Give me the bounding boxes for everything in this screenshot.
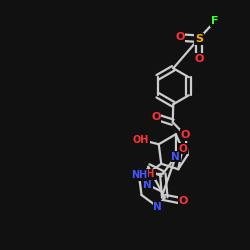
Text: O: O [178,144,187,154]
Text: O: O [179,196,188,206]
Text: NH: NH [131,170,147,180]
Text: O: O [180,130,190,140]
Text: O: O [175,32,185,42]
Text: OH: OH [138,169,155,179]
Text: S: S [195,34,203,44]
Text: O: O [151,112,160,122]
Text: O: O [194,54,203,64]
Text: F: F [211,16,219,26]
Text: N: N [172,152,180,162]
Text: OH: OH [132,135,149,145]
Text: N: N [154,202,162,212]
Text: N: N [144,180,152,190]
